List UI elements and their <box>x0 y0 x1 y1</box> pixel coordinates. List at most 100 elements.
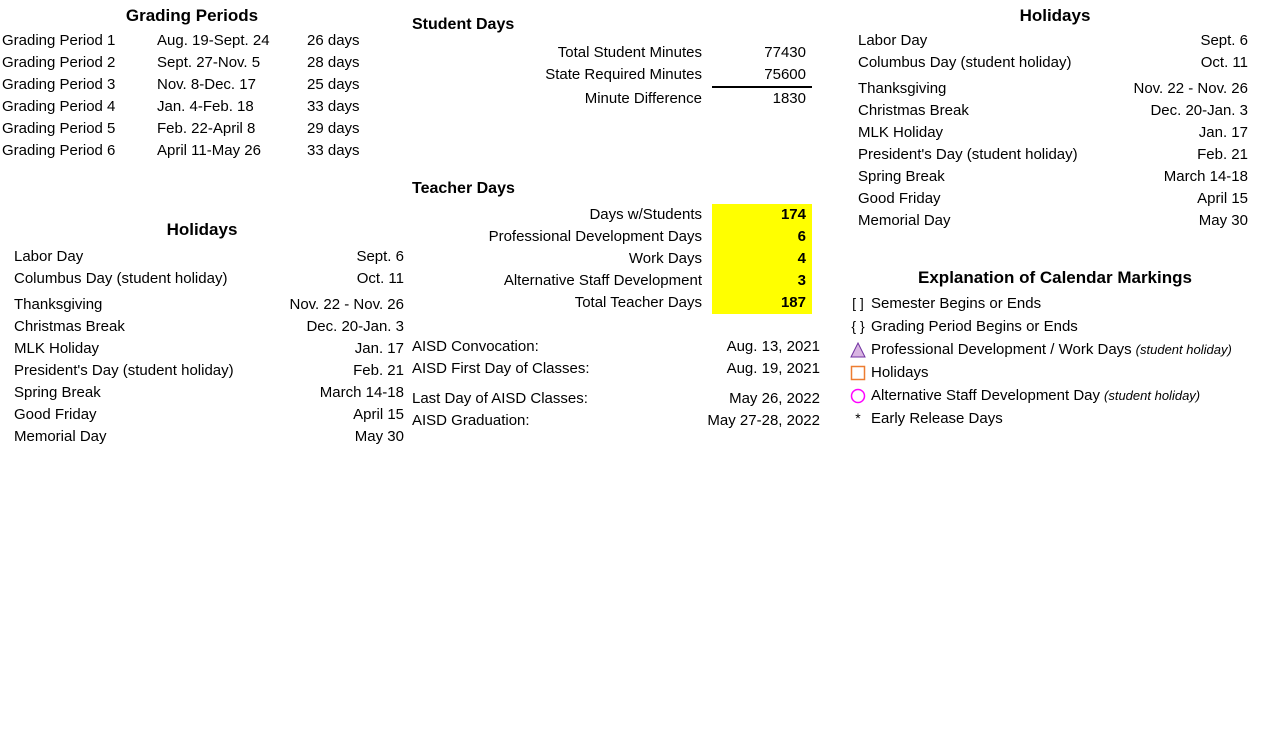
holiday-row: ThanksgivingNov. 22 - Nov. 26 <box>858 78 1253 100</box>
key-date-row: Last Day of AISD Classes:May 26, 2022 <box>412 388 824 410</box>
grading-periods-title: Grading Periods <box>2 6 382 26</box>
holiday-name: Spring Break <box>14 382 279 404</box>
holiday-name: Thanksgiving <box>14 294 279 316</box>
teacher-days-label: Alternative Staff Development <box>412 270 712 292</box>
holiday-date: Oct. 11 <box>1123 52 1248 74</box>
holiday-date: Jan. 17 <box>1123 122 1248 144</box>
holiday-date: Feb. 21 <box>1123 144 1248 166</box>
holiday-name: Memorial Day <box>858 210 1123 232</box>
holidays-right-title: Holidays <box>845 6 1265 26</box>
teacher-days-table: Days w/Students174Professional Developme… <box>412 204 824 314</box>
marking-row: Holidays <box>845 361 1265 384</box>
grading-period-days: 26 days <box>307 30 387 52</box>
grading-period-row: Grading Period 4Jan. 4-Feb. 1833 days <box>2 96 402 118</box>
marking-note: (student holiday) <box>1104 388 1200 403</box>
holiday-row: President's Day (student holiday)Feb. 21 <box>14 360 404 382</box>
key-date-label: AISD Convocation: <box>412 336 632 358</box>
asterisk-icon: * <box>855 410 860 426</box>
holiday-name: Good Friday <box>14 404 279 426</box>
holiday-date: April 15 <box>279 404 404 426</box>
holiday-name: Labor Day <box>858 30 1123 52</box>
marking-label: Alternative Staff Development Day(studen… <box>871 384 1265 407</box>
brace-icon: { } <box>851 318 864 334</box>
key-date-value: May 27-28, 2022 <box>632 410 822 432</box>
holiday-row: Good FridayApril 15 <box>14 404 404 426</box>
marking-row: Alternative Staff Development Day(studen… <box>845 384 1265 407</box>
grading-period-days: 33 days <box>307 140 387 162</box>
student-days-table: Total Student Minutes77430State Required… <box>412 42 824 110</box>
holiday-name: Christmas Break <box>14 316 279 338</box>
teacher-days-title: Teacher Days <box>412 180 515 198</box>
holidays-left-title: Holidays <box>2 220 402 240</box>
holiday-row: Spring BreakMarch 14-18 <box>14 382 404 404</box>
holiday-date: Nov. 22 - Nov. 26 <box>1123 78 1248 100</box>
teacher-days-label: Work Days <box>412 248 712 270</box>
holiday-row: Christmas BreakDec. 20-Jan. 3 <box>14 316 404 338</box>
holiday-row: Labor DaySept. 6 <box>858 30 1253 52</box>
holiday-name: President's Day (student holiday) <box>14 360 279 382</box>
grading-period-row: Grading Period 6April 11-May 2633 days <box>2 140 402 162</box>
grading-period-row: Grading Period 1Aug. 19-Sept. 2426 days <box>2 30 402 52</box>
holiday-date: Jan. 17 <box>279 338 404 360</box>
teacher-days-row: Total Teacher Days187 <box>412 292 824 314</box>
holiday-date: Dec. 20-Jan. 3 <box>1123 100 1248 122</box>
grading-period-row: Grading Period 5Feb. 22-April 829 days <box>2 118 402 140</box>
teacher-days-value: 3 <box>712 270 812 292</box>
student-days-value: 1830 <box>712 88 812 110</box>
marking-label: Early Release Days <box>871 407 1265 430</box>
marking-symbol: * <box>845 407 871 430</box>
student-days-row: State Required Minutes75600 <box>412 64 824 88</box>
marking-row: [ ] Semester Begins or Ends <box>845 292 1265 315</box>
grading-period-row: Grading Period 3Nov. 8-Dec. 1725 days <box>2 74 402 96</box>
teacher-days-label: Days w/Students <box>412 204 712 226</box>
holiday-date: Oct. 11 <box>279 268 404 290</box>
key-date-value: Aug. 13, 2021 <box>632 336 822 358</box>
grading-period-name: Grading Period 1 <box>2 30 157 52</box>
teacher-days-value: 4 <box>712 248 812 270</box>
markings-title: Explanation of Calendar Markings <box>845 268 1265 288</box>
student-days-title: Student Days <box>412 16 514 34</box>
holiday-row: Memorial DayMay 30 <box>14 426 404 448</box>
grading-period-range: Aug. 19-Sept. 24 <box>157 30 307 52</box>
grading-period-range: Jan. 4-Feb. 18 <box>157 96 307 118</box>
grading-period-range: Nov. 8-Dec. 17 <box>157 74 307 96</box>
holiday-row: Good FridayApril 15 <box>858 188 1253 210</box>
key-dates-table: AISD Convocation:Aug. 13, 2021AISD First… <box>412 336 824 432</box>
student-days-label: Minute Difference <box>412 88 712 110</box>
grading-period-days: 29 days <box>307 118 387 140</box>
marking-row: * Early Release Days <box>845 407 1265 430</box>
marking-label: Semester Begins or Ends <box>871 292 1265 315</box>
student-days-value: 77430 <box>712 42 812 64</box>
holiday-name: Columbus Day (student holiday) <box>14 268 279 290</box>
teacher-days-row: Days w/Students174 <box>412 204 824 226</box>
holiday-date: May 30 <box>279 426 404 448</box>
key-date-value: May 26, 2022 <box>632 388 822 410</box>
holidays-right-table: Labor DaySept. 6Columbus Day (student ho… <box>858 30 1253 232</box>
marking-symbol <box>845 388 871 404</box>
holiday-name: MLK Holiday <box>858 122 1123 144</box>
key-date-label: Last Day of AISD Classes: <box>412 388 632 410</box>
bracket-icon: [ ] <box>852 295 864 311</box>
grading-period-name: Grading Period 2 <box>2 52 157 74</box>
holiday-row: Memorial DayMay 30 <box>858 210 1253 232</box>
holiday-name: Thanksgiving <box>858 78 1123 100</box>
holiday-name: Good Friday <box>858 188 1123 210</box>
teacher-days-row: Work Days4 <box>412 248 824 270</box>
student-days-row: Minute Difference1830 <box>412 88 824 110</box>
student-days-row: Total Student Minutes77430 <box>412 42 824 64</box>
holiday-date: Sept. 6 <box>279 246 404 268</box>
student-days-value: 75600 <box>712 64 812 88</box>
key-date-row: AISD Graduation:May 27-28, 2022 <box>412 410 824 432</box>
holiday-name: MLK Holiday <box>14 338 279 360</box>
key-date-value: Aug. 19, 2021 <box>632 358 822 380</box>
teacher-days-label: Professional Development Days <box>412 226 712 248</box>
holiday-row: Spring BreakMarch 14-18 <box>858 166 1253 188</box>
holiday-date: Sept. 6 <box>1123 30 1248 52</box>
holiday-row: MLK HolidayJan. 17 <box>858 122 1253 144</box>
teacher-days-row: Professional Development Days6 <box>412 226 824 248</box>
markings-list: [ ]Semester Begins or Ends{ }Grading Per… <box>845 292 1265 430</box>
holiday-row: Christmas BreakDec. 20-Jan. 3 <box>858 100 1253 122</box>
key-date-row: AISD Convocation:Aug. 13, 2021 <box>412 336 824 358</box>
holiday-name: Spring Break <box>858 166 1123 188</box>
holiday-date: March 14-18 <box>1123 166 1248 188</box>
